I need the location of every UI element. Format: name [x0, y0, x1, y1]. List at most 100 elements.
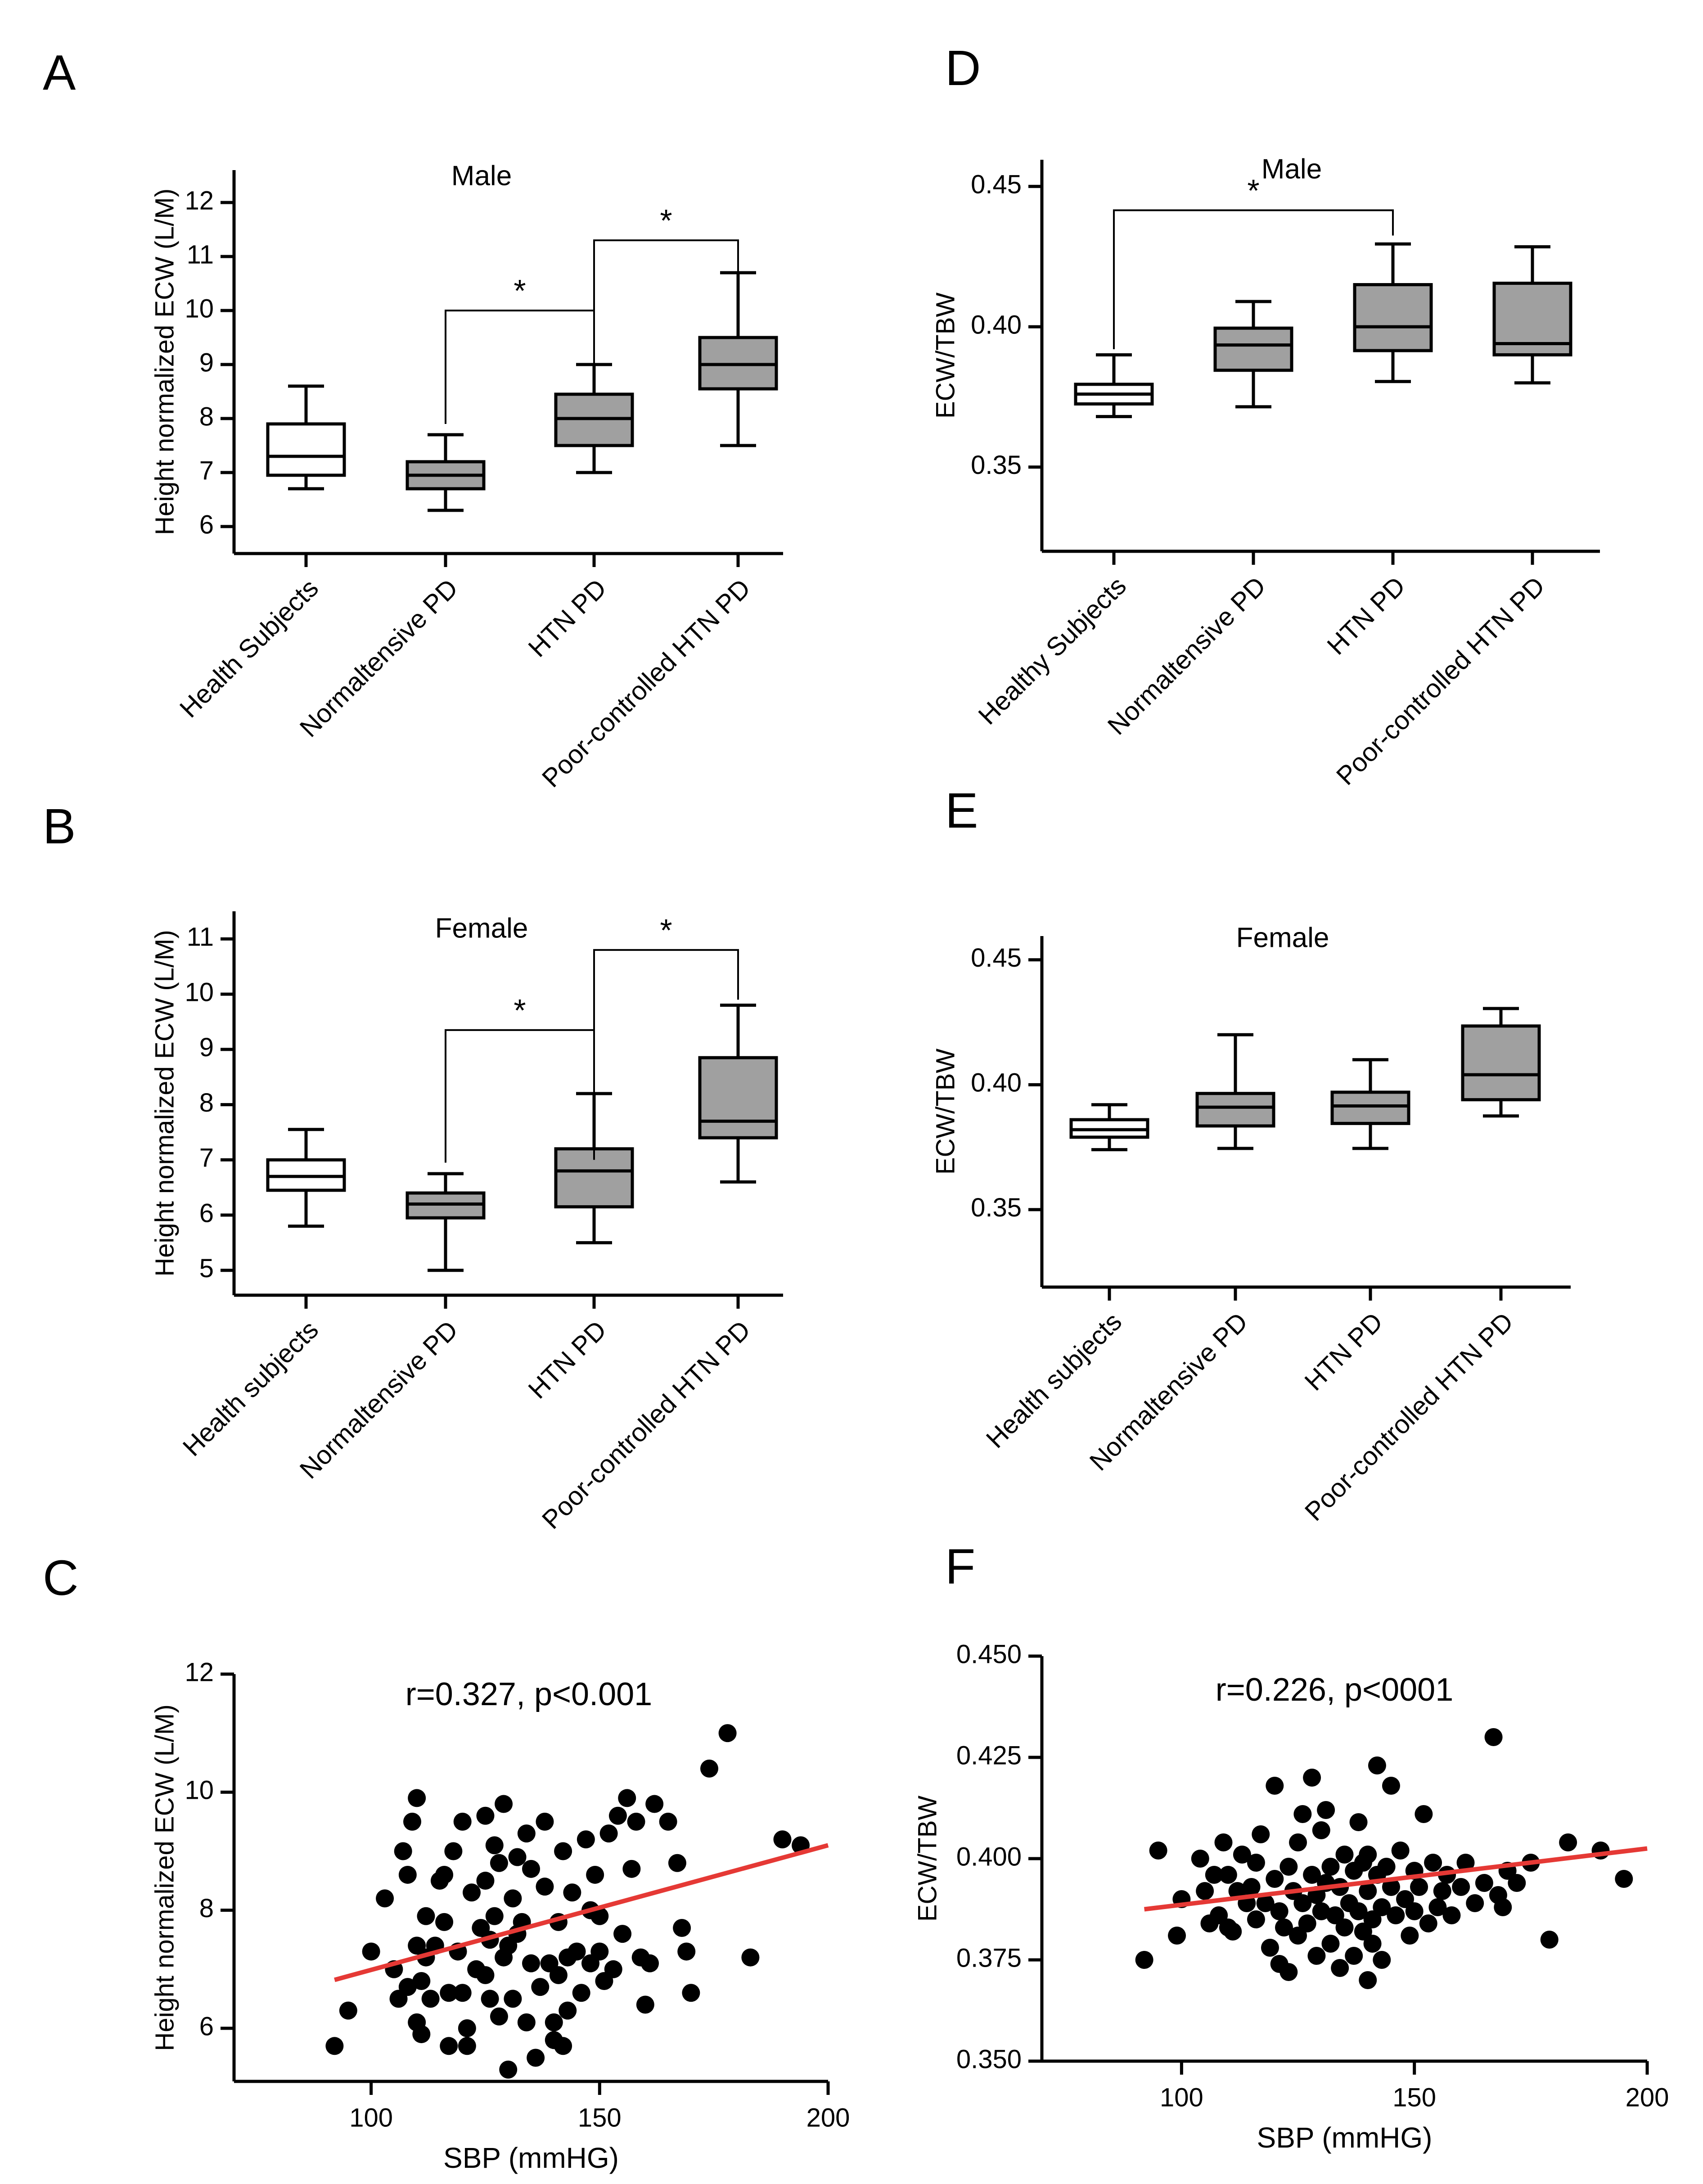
scatter-point-f-80 — [1428, 1898, 1447, 1916]
scatter-point-c-61 — [545, 2013, 563, 2031]
y-tick-label-a: 8 — [199, 402, 214, 431]
scatter-point-f-55 — [1349, 1813, 1368, 1831]
scatter-point-f-67 — [1377, 1858, 1396, 1876]
y-axis-label-f: ECW/TBW — [913, 1796, 942, 1922]
x-tick-label-c: 150 — [578, 2103, 622, 2132]
trend-line-f — [1144, 1846, 1648, 1912]
x-tick-label-b: Normaltensive PD — [294, 1315, 464, 1484]
scatter-point-c-53 — [517, 2013, 536, 2031]
significance-star-b-2: * — [660, 913, 672, 948]
scatter-point-c-22 — [435, 1913, 454, 1931]
y-tick-label-c: 12 — [185, 1657, 214, 1687]
scatter-point-f-2 — [1149, 1842, 1167, 1860]
x-tick-label-a: HTN PD — [523, 573, 612, 663]
y-tick-label-a: 7 — [199, 456, 214, 485]
x-tick-label-a: Health Subjects — [174, 573, 324, 723]
scatter-point-c-65 — [554, 1842, 572, 1860]
significance-bracket-d-1 — [1113, 209, 1394, 349]
significance-bracket-b-2 — [593, 949, 739, 1160]
y-tick-label-e: 0.40 — [971, 1068, 1022, 1098]
scatter-point-f-22 — [1261, 1939, 1279, 1957]
y-tick-label-f: 0.400 — [956, 1842, 1022, 1871]
scatter-point-c-28 — [453, 1984, 472, 2002]
scatter-point-f-1 — [1135, 1951, 1153, 1969]
scatter-point-f-81 — [1433, 1882, 1451, 1900]
scatter-point-c-57 — [531, 1978, 550, 1996]
scatter-point-f-18 — [1247, 1854, 1265, 1872]
scatter-point-f-59 — [1359, 1882, 1377, 1900]
scatter-point-c-91 — [668, 1854, 686, 1872]
y-tick-label-a: 11 — [187, 240, 214, 269]
y-tick-label-c: 6 — [199, 2012, 214, 2041]
x-tick-label-f: 200 — [1626, 2083, 1669, 2112]
x-tick-label-e: Health subjects — [981, 1307, 1127, 1454]
scatter-point-c-30 — [458, 2037, 476, 2055]
significance-star-a-1: * — [514, 273, 526, 308]
scatter-point-f-5 — [1191, 1850, 1209, 1868]
x-axis-label-f: SBP (mmHG) — [1257, 2121, 1433, 2154]
y-tick-label-d: 0.40 — [971, 310, 1022, 339]
scatter-point-c-43 — [495, 1795, 513, 1813]
scatter-point-f-41 — [1312, 1902, 1330, 1920]
scatter-point-c-24 — [440, 2037, 458, 2055]
scatter-point-c-85 — [627, 1812, 645, 1831]
scatter-point-f-87 — [1475, 1874, 1493, 1892]
box-d-3 — [1353, 283, 1433, 352]
scatter-point-c-56 — [527, 2049, 545, 2067]
scatter-point-c-46 — [499, 2060, 518, 2079]
scatter-point-c-83 — [618, 1789, 636, 1807]
scatter-point-f-85 — [1456, 1854, 1475, 1872]
scatter-point-f-35 — [1298, 1914, 1316, 1932]
scatter-point-c-72 — [577, 1830, 595, 1849]
scatter-point-f-75 — [1405, 1902, 1424, 1920]
significance-bracket-b-1 — [445, 1029, 595, 1163]
scatter-point-c-40 — [485, 1836, 504, 1855]
scatter-point-f-24 — [1266, 1777, 1284, 1795]
scatter-point-c-35 — [476, 1872, 495, 1890]
y-axis-label-d: ECW/TBW — [931, 293, 960, 419]
x-tick-label-d: HTN PD — [1321, 571, 1411, 661]
scatter-point-f-90 — [1494, 1898, 1512, 1916]
scatter-point-f-49 — [1335, 1846, 1354, 1864]
x-tick-label-e: Poor-controlled HTN PD — [1299, 1307, 1519, 1527]
box-e-4 — [1461, 1024, 1541, 1102]
x-tick-label-f: 100 — [1160, 2083, 1203, 2112]
scatter-point-c-54 — [522, 1860, 540, 1878]
scatter-point-f-19 — [1247, 1910, 1265, 1928]
panel-title-e: Female — [1236, 922, 1329, 953]
box-b-4 — [698, 1056, 778, 1139]
scatter-point-c-27 — [453, 1812, 472, 1831]
scatter-point-f-10 — [1214, 1833, 1233, 1851]
scatter-point-f-72 — [1396, 1890, 1414, 1908]
scatter-point-c-16 — [417, 1907, 435, 1925]
scatter-point-c-71 — [572, 1984, 590, 2002]
scatter-point-c-4 — [376, 1889, 394, 1908]
scatter-point-c-92 — [673, 1918, 691, 1937]
scatter-point-f-46 — [1326, 1906, 1344, 1924]
scatter-point-c-2 — [339, 2001, 357, 2020]
y-axis-label-a: Height normalized ECW (L/M) — [150, 189, 179, 535]
y-tick-label-b: 10 — [185, 977, 214, 1007]
scatter-point-f-50 — [1335, 1918, 1354, 1936]
scatter-point-f-61 — [1363, 1910, 1382, 1928]
scatter-point-c-69 — [563, 1883, 581, 1902]
scatter-point-f-9 — [1210, 1906, 1228, 1924]
scatter-point-f-26 — [1270, 1902, 1289, 1920]
scatter-point-c-41 — [490, 1854, 508, 1872]
scatter-point-c-55 — [522, 1954, 540, 1972]
y-tick-label-a: 6 — [199, 510, 214, 539]
scatter-point-f-86 — [1466, 1894, 1484, 1912]
y-tick-label-f: 0.425 — [956, 1741, 1022, 1770]
x-tick-label-e: HTN PD — [1299, 1307, 1388, 1396]
scatter-point-c-12 — [408, 1789, 426, 1807]
panel-letter-c: C — [43, 1550, 78, 1606]
scatter-point-c-88 — [641, 1954, 659, 1972]
scatter-point-c-58 — [536, 1878, 554, 1896]
panel-letter-a: A — [43, 45, 76, 100]
y-axis-label-b: Height normalized ECW (L/M) — [150, 930, 179, 1276]
scatter-point-c-18 — [421, 1990, 440, 2008]
scatter-point-f-54 — [1349, 1902, 1368, 1920]
scatter-point-f-73 — [1401, 1927, 1419, 1945]
y-tick-label-c: 10 — [185, 1776, 214, 1805]
scatter-point-f-40 — [1312, 1821, 1330, 1839]
